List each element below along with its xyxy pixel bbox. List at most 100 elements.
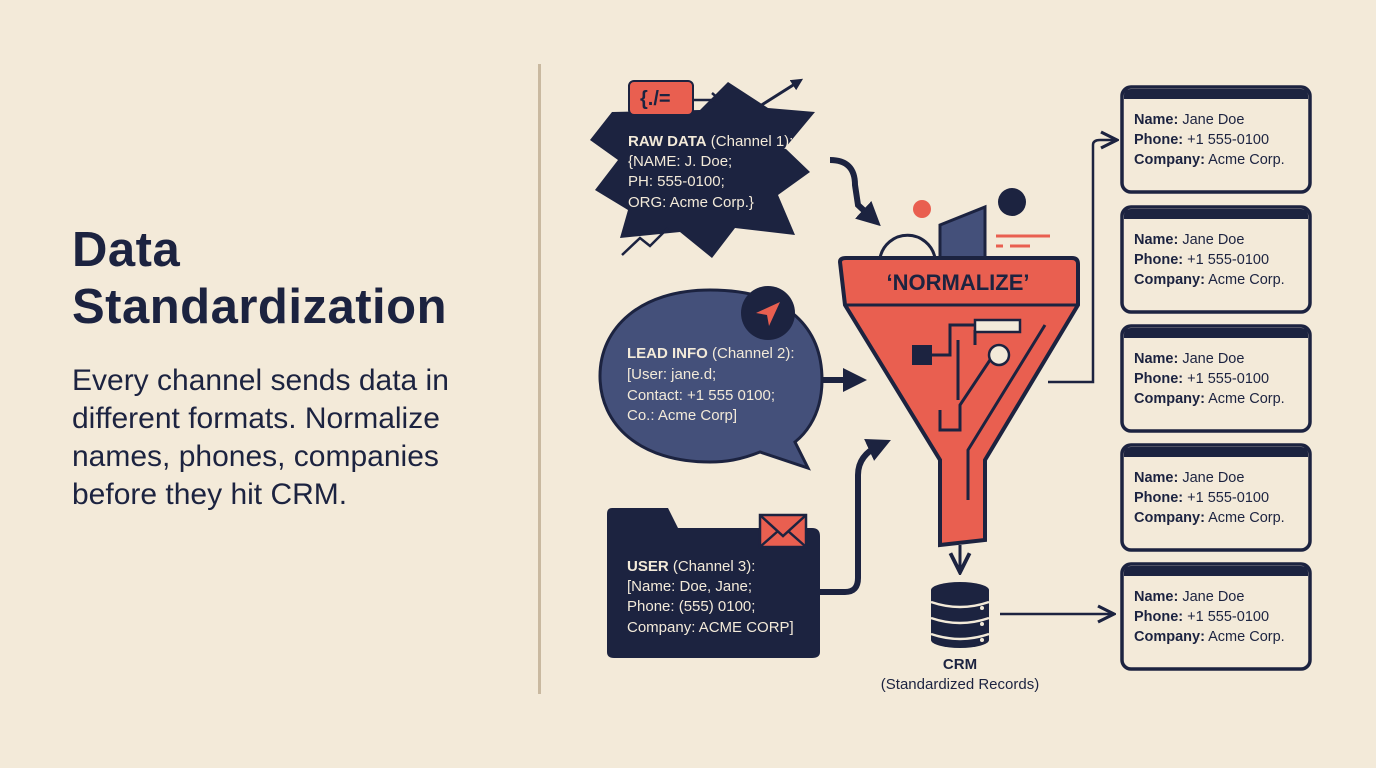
record-phone-label: Phone: (1134, 132, 1183, 148)
record-phone-label: Phone: (1134, 490, 1183, 506)
funnel-inner-line (966, 324, 1047, 500)
record-card: Name: Jane Doe Phone: +1 555-0100 Company:… (1120, 443, 1312, 552)
record-name-label: Name: (1134, 470, 1178, 486)
record-card-header-bar (1124, 566, 1308, 576)
funnel-dome (878, 233, 937, 259)
channel-2-lead-info: LEAD INFO (Channel 2): [User: jane.d; Co… (598, 286, 824, 471)
trend-arrow-icon (759, 78, 804, 108)
record-card-header-bar (1124, 328, 1308, 338)
normalize-funnel: ‘NORMALIZE’ (837, 188, 1080, 548)
record-card-frame (1120, 85, 1312, 194)
record-phone-value: +1 555-0100 (1187, 609, 1269, 625)
description: Every channel sends data in different fo… (72, 364, 449, 511)
record-card-frame (1120, 324, 1312, 433)
record-company-value: Acme Corp. (1208, 272, 1285, 288)
record-phone-value: +1 555-0100 (1187, 490, 1269, 506)
record-phone: Phone: +1 555-0100 (1134, 371, 1269, 387)
record-company-value: Acme Corp. (1208, 152, 1285, 168)
record-company-label: Company: (1134, 629, 1205, 645)
record-company: Company: Acme Corp. (1134, 152, 1285, 168)
funnel-panel (938, 204, 987, 260)
funnel-label: ‘NORMALIZE’ (887, 270, 1030, 295)
crm-title: CRM (943, 656, 977, 673)
channel-1-line-3: ORG: Acme Corp.} (628, 194, 754, 211)
channel-1-raw-data: {./= RAW DATA (Channel 1): {NAME: J. Doe… (590, 78, 815, 258)
record-name: Name: Jane Doe (1134, 232, 1244, 248)
code-icon (628, 80, 694, 116)
record-company: Company: Acme Corp. (1134, 510, 1285, 526)
record-name-value: Jane Doe (1182, 470, 1244, 486)
crm-subtitle: (Standardized Records) (881, 676, 1039, 693)
channel-1-channel: (Channel 1): (711, 133, 794, 150)
channel-2-line-3: Co.: Acme Corp] (627, 407, 737, 424)
channel-2-header: LEAD INFO (Channel 2): (627, 345, 795, 362)
coral-dot (913, 200, 931, 218)
record-phone-label: Phone: (1134, 252, 1183, 268)
record-name-label: Name: (1134, 112, 1178, 128)
record-company: Company: Acme Corp. (1134, 391, 1285, 407)
record-company-label: Company: (1134, 391, 1205, 407)
code-icon-text: {./= (640, 88, 671, 110)
record-phone-label: Phone: (1134, 371, 1183, 387)
channel-3-line-3: Company: ACME CORP] (627, 619, 794, 636)
channel-3-user: USER (Channel 3): [Name: Doe, Jane; Phon… (607, 508, 820, 658)
channel-1-header: RAW DATA (Channel 1): (628, 133, 793, 150)
database-icon (930, 582, 990, 648)
record-phone: Phone: +1 555-0100 (1134, 490, 1269, 506)
record-name-label: Name: (1134, 589, 1178, 605)
record-card-header-bar (1124, 209, 1308, 219)
record-company-value: Acme Corp. (1208, 510, 1285, 526)
channel-3-line-1: [Name: Doe, Jane; (627, 578, 752, 595)
record-card-frame (1120, 562, 1312, 671)
record-card: Name: Jane Doe Phone: +1 555-0100 Company:… (1120, 205, 1312, 314)
circuit-circle (987, 343, 1011, 367)
record-phone-value: +1 555-0100 (1187, 252, 1269, 268)
record-company-label: Company: (1134, 272, 1205, 288)
record-company-value: Acme Corp. (1208, 391, 1285, 407)
record-company-label: Company: (1134, 510, 1205, 526)
mail-icon-glyph (760, 515, 806, 547)
channel-3-header: USER (Channel 3): (627, 558, 755, 575)
circuit-lines (932, 323, 992, 432)
record-company: Company: Acme Corp. (1134, 629, 1285, 645)
record-card: Name: Jane Doe Phone: +1 555-0100 Company:… (1120, 562, 1312, 671)
circuit-node (912, 345, 932, 365)
arrow-right-icon (694, 92, 722, 108)
record-phone-value: +1 555-0100 (1187, 132, 1269, 148)
record-phone-value: +1 555-0100 (1187, 371, 1269, 387)
record-phone-label: Phone: (1134, 609, 1183, 625)
record-name-value: Jane Doe (1182, 589, 1244, 605)
record-company-value: Acme Corp. (1208, 629, 1285, 645)
record-name: Name: Jane Doe (1134, 589, 1244, 605)
record-name: Name: Jane Doe (1134, 351, 1244, 367)
funnel-body (837, 256, 1080, 548)
channel-2-line-2: Contact: +1 555 0100; (627, 387, 775, 404)
record-phone: Phone: +1 555-0100 (1134, 132, 1269, 148)
divider (538, 64, 541, 694)
channel-2-label: LEAD INFO (627, 345, 708, 362)
channel-1-line-1: {NAME: J. Doe; (628, 153, 732, 170)
record-company-label: Company: (1134, 152, 1205, 168)
send-icon-glyph (756, 302, 780, 326)
record-phone: Phone: +1 555-0100 (1134, 609, 1269, 625)
record-name-label: Name: (1134, 232, 1178, 248)
page-title: Data Standardization (72, 222, 447, 336)
record-company: Company: Acme Corp. (1134, 272, 1285, 288)
channel-2-channel: (Channel 2): (712, 345, 795, 362)
record-card-header-bar (1124, 89, 1308, 99)
starburst-shape (590, 82, 815, 258)
record-card-header-bar (1124, 447, 1308, 457)
channel-1-line-2: PH: 555-0100; (628, 173, 725, 190)
channel-1-label: RAW DATA (628, 133, 707, 150)
trend-line-icon (621, 227, 669, 256)
arrow-channel-1 (829, 157, 881, 227)
title-line-2: Standardization (72, 280, 448, 334)
record-name-value: Jane Doe (1182, 232, 1244, 248)
channel-3-line-2: Phone: (555) 0100; (627, 598, 755, 615)
record-name: Name: Jane Doe (1134, 470, 1244, 486)
record-phone: Phone: +1 555-0100 (1134, 252, 1269, 268)
channel-3-label: USER (627, 558, 669, 575)
deco-lines (996, 234, 1050, 248)
record-card: Name: Jane Doe Phone: +1 555-0100 Company:… (1120, 85, 1312, 194)
